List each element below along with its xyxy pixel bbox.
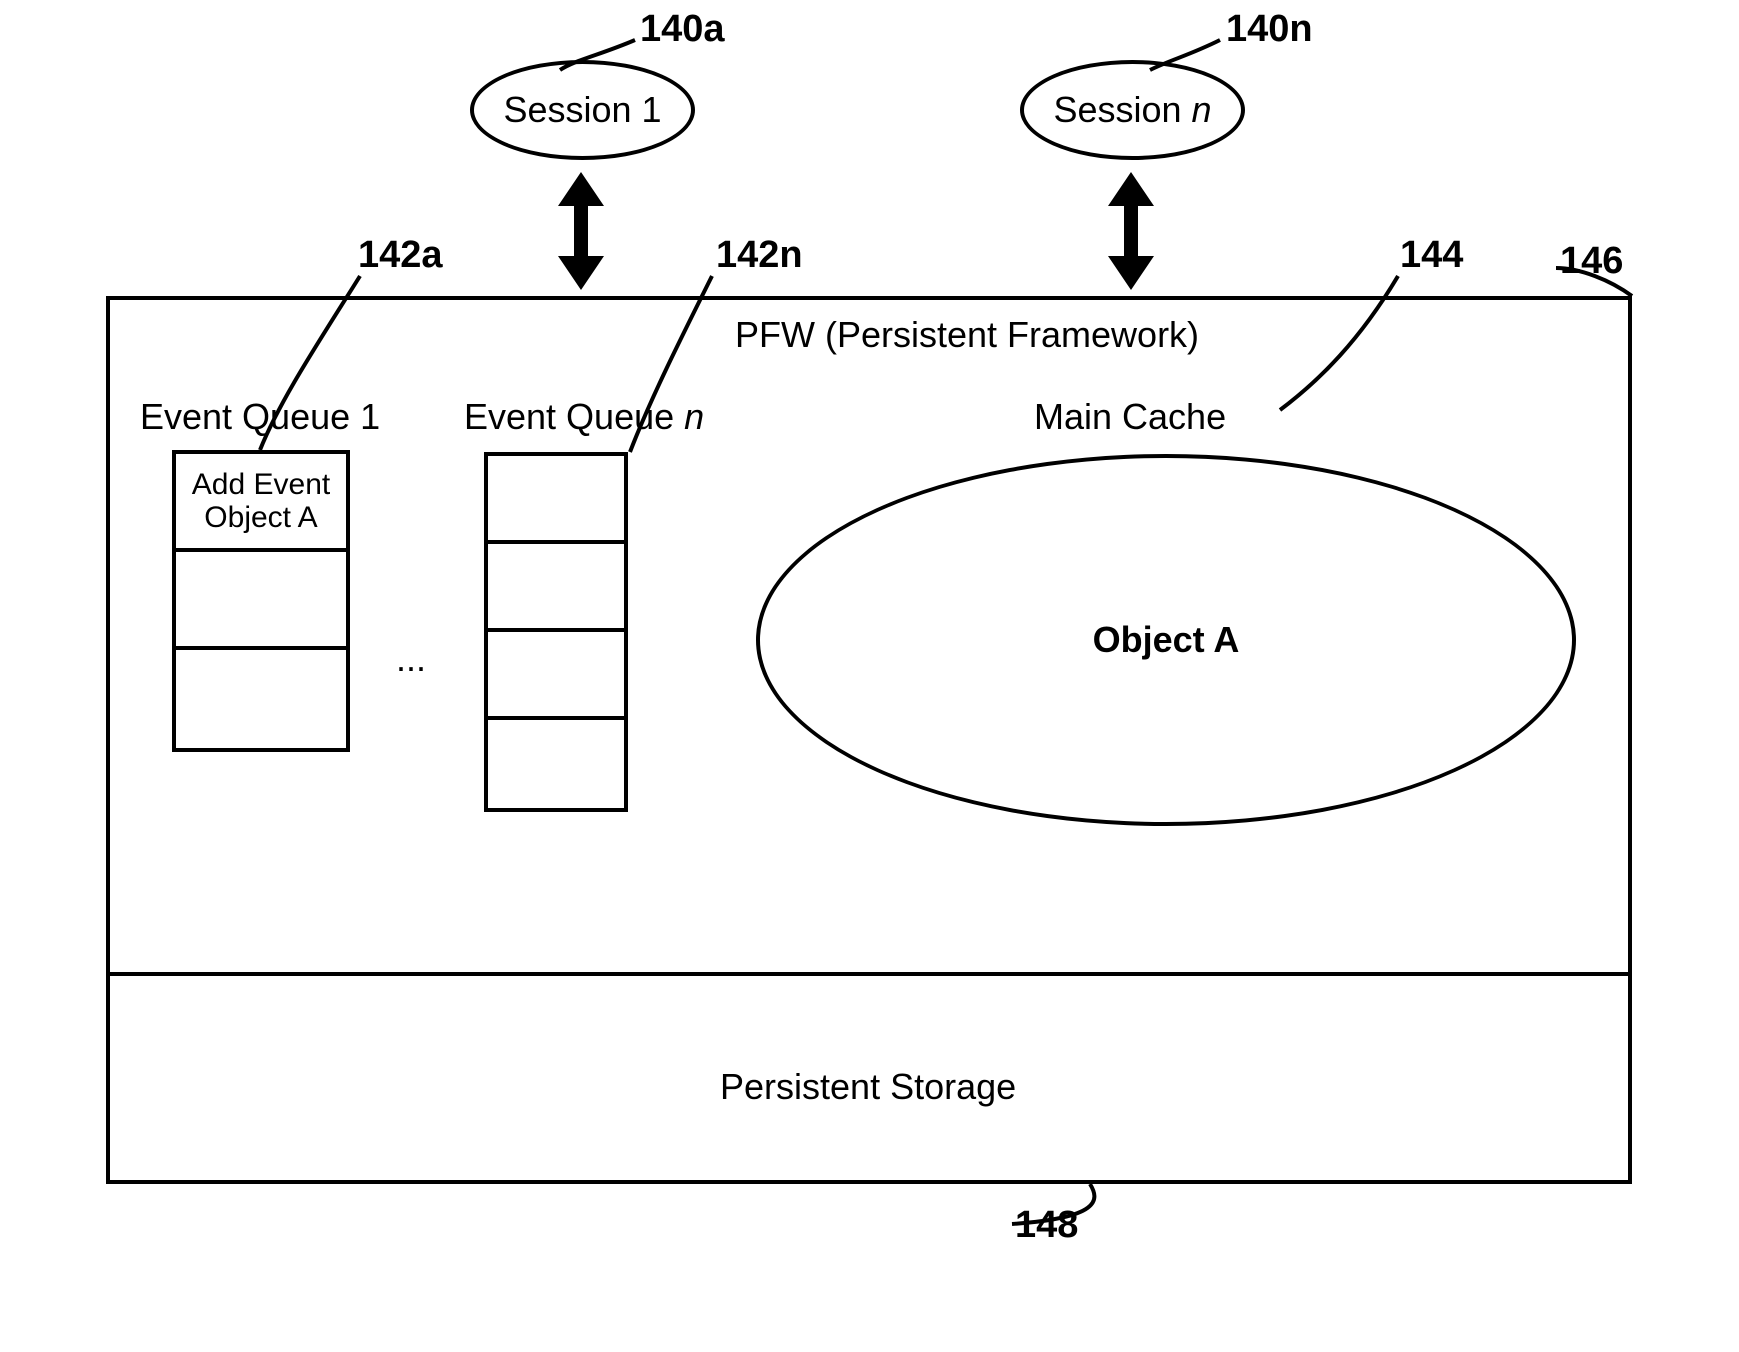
pfw-title: PFW (Persistent Framework)	[735, 314, 1199, 356]
ref-142n: 142n	[716, 234, 803, 277]
main-cache-label: Main Cache	[1034, 396, 1226, 438]
arrow-session-1	[545, 160, 617, 300]
persistent-storage-label: Persistent Storage	[720, 1066, 1016, 1108]
session-1-label: Session 1	[503, 89, 661, 131]
queue-1-cell-0: Add Event Object A	[176, 454, 346, 552]
queue-n-cell-1	[488, 544, 624, 632]
arrow-session-n	[1095, 160, 1167, 300]
event-queue-n	[484, 452, 628, 812]
queue-n-cell-3	[488, 720, 624, 808]
event-queue-1-label: Event Queue 1	[140, 396, 380, 438]
ref-140a: 140a	[640, 8, 725, 51]
main-cache-ellipse: Object A	[756, 454, 1576, 826]
cache-object-label: Object A	[1093, 619, 1240, 661]
event-queue-n-label: Event Queue n	[464, 396, 704, 438]
queue-1-cell-2	[176, 650, 346, 748]
session-1-node: Session 1	[470, 60, 695, 160]
ref-142a: 142a	[358, 234, 443, 277]
ref-144: 144	[1400, 234, 1463, 277]
queue-n-cell-2	[488, 632, 624, 720]
queue-n-cell-0	[488, 456, 624, 544]
ref-148: 148	[1015, 1204, 1078, 1247]
ref-140n: 140n	[1226, 8, 1313, 51]
session-n-label: Session n	[1053, 89, 1211, 131]
queue-1-cell-1	[176, 552, 346, 650]
event-queue-1: Add Event Object A	[172, 450, 350, 752]
queues-ellipsis: ...	[396, 638, 426, 680]
session-n-node: Session n	[1020, 60, 1245, 160]
diagram-root: 140a 140n 142a 142n 144 146 148 Session …	[0, 0, 1739, 1352]
ref-146: 146	[1560, 240, 1623, 283]
divider	[106, 972, 1632, 976]
